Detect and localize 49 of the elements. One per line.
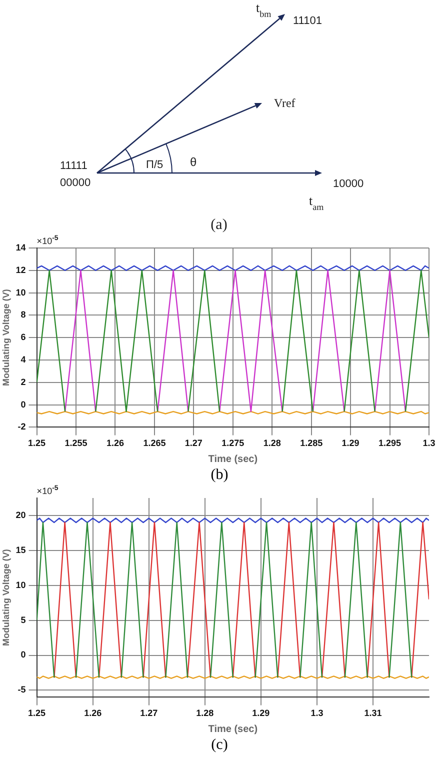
x-tick-label: 1.27 — [184, 438, 202, 448]
text: 11101 — [293, 15, 322, 27]
y-tick-label: 20 — [16, 510, 26, 520]
x-tick-label: 1.28 — [263, 438, 281, 448]
y-tick-label: 6 — [20, 332, 26, 342]
x-tick-label: 1.28 — [196, 708, 214, 718]
text: (c) — [210, 736, 229, 754]
y-tick-label: -5 — [18, 684, 26, 695]
x-tick-label: 1.27 — [140, 708, 158, 718]
y-tick-label: 0 — [20, 399, 26, 410]
y-tick-label: 14 — [16, 242, 26, 252]
x-tick-label: 1.3 — [310, 708, 324, 718]
x-tick-label: 1.265 — [143, 438, 166, 448]
y-tick-label: 5 — [20, 614, 26, 625]
x-tick-label: 1.255 — [64, 438, 88, 448]
x-tick-label: 1.26 — [106, 438, 124, 448]
y-axis-title: Modulating Voltage (V) — [0, 549, 11, 646]
y-tick-label: 10 — [16, 580, 26, 590]
y-tick-label: 4 — [20, 354, 26, 364]
text: (a) — [210, 217, 228, 233]
x-tick-label: 1.3 — [422, 438, 436, 448]
x-tick-label: 1.275 — [222, 438, 244, 448]
x-axis-title: Time (sec) — [208, 724, 258, 735]
text: Π/5 — [146, 159, 164, 171]
text: 11111 — [60, 160, 88, 172]
x-tick-label: 1.295 — [378, 438, 402, 448]
x-tick-label: 1.285 — [300, 438, 323, 448]
text: t$_{bm}$ — [256, 0, 272, 19]
text: Vref — [274, 96, 296, 110]
x-tick-label: 1.25 — [28, 708, 46, 718]
x-axis-title: Time (sec) — [208, 454, 258, 465]
y-tick-label: 8 — [20, 310, 26, 320]
text: t$_{am}$ — [309, 193, 324, 212]
y-axis-title: Modulating Voltage (V) — [0, 289, 11, 386]
y-tick-label: 0 — [20, 650, 26, 660]
x-tick-label: 1.26 — [84, 708, 102, 718]
y-tick-label: 15 — [16, 544, 26, 555]
text: 00000 — [60, 177, 91, 189]
text: θ — [190, 155, 197, 169]
x-tick-label: 1.29 — [342, 438, 360, 448]
y-tick-label: 10 — [16, 287, 26, 298]
x-tick-label: 1.31 — [364, 708, 382, 718]
x-tick-label: 1.29 — [252, 708, 270, 718]
text: 10000 — [333, 178, 364, 190]
y-tick-label: 2 — [20, 376, 26, 387]
text: (b) — [210, 466, 230, 484]
y-tick-label: -2 — [18, 422, 26, 432]
y-tick-label: 12 — [16, 264, 26, 275]
x-tick-label: 1.25 — [28, 438, 46, 448]
